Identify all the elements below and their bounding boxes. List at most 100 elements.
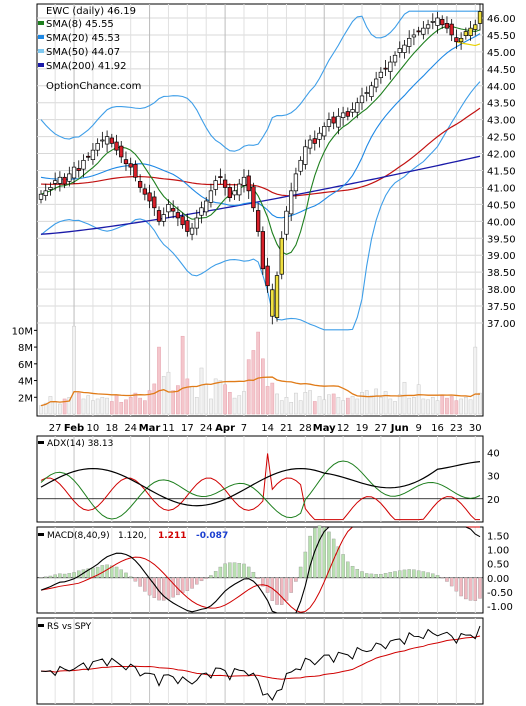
candle-body	[411, 34, 417, 38]
watermark: OptionChance.com	[46, 81, 141, 92]
macd-hist-bar	[284, 577, 289, 601]
x-tick-label: 10	[87, 423, 100, 434]
candle-body	[312, 138, 317, 144]
candle-body	[402, 44, 407, 53]
candle-body	[76, 168, 81, 171]
volume-bar	[251, 350, 256, 415]
macd-tick-label: 1.00	[487, 546, 509, 557]
x-tick-label: May	[313, 423, 336, 434]
volume-bar	[256, 331, 260, 415]
volume-bar	[275, 393, 279, 415]
price-tick-label: 43.50	[487, 99, 516, 110]
volume-bar	[445, 397, 449, 415]
volume-bar	[95, 398, 100, 415]
rs-panel: RS vs SPY	[36, 617, 484, 705]
macd-hist-bar	[43, 576, 48, 578]
volume-bar	[355, 398, 360, 415]
candle-body	[392, 54, 398, 63]
price-tick-label: 38.00	[487, 285, 516, 296]
volume-bar	[128, 397, 133, 415]
volume-axis: 10M 8M 6M 4M 2M	[12, 326, 37, 404]
macd-hist-bar	[468, 577, 473, 601]
macd-hist-bar	[228, 562, 232, 578]
macd-tick-label: 0.50	[487, 560, 509, 571]
candle-body	[374, 78, 379, 88]
candle-body	[397, 48, 402, 53]
macd-hist-bar	[407, 569, 411, 578]
candle-body	[114, 141, 119, 151]
candle-body	[307, 139, 313, 149]
macd-tick-label: 0.00	[487, 574, 509, 585]
volume-bar	[308, 390, 312, 415]
candle-body	[128, 163, 133, 168]
volume-bar	[157, 346, 161, 415]
candle-body	[468, 27, 473, 36]
volume-bar	[91, 400, 95, 415]
x-tick-label: 28	[299, 423, 312, 434]
macd-hist-bar	[95, 566, 100, 578]
candle-body	[326, 119, 332, 127]
legend-swatch-sma20	[38, 35, 44, 39]
candle-body	[218, 176, 223, 178]
macd-hist-bar	[426, 572, 430, 578]
macd-hist-bar	[209, 575, 213, 578]
x-tick-label: 17	[181, 423, 194, 434]
volume-bar	[232, 397, 237, 415]
legend-sma20: SMA(20) 45.53	[46, 33, 120, 44]
x-tick-label: 14	[261, 423, 274, 434]
volume-bar	[468, 399, 473, 415]
macd-hist-bar	[421, 571, 426, 578]
candle-body	[473, 24, 478, 30]
candle-body	[458, 37, 464, 43]
candle-body	[359, 95, 365, 104]
adx-grid	[37, 436, 483, 522]
adx-tick-label: 30	[487, 472, 500, 483]
volume-bar	[360, 392, 364, 415]
macd-hist-bar	[190, 577, 194, 589]
macd-hist-bar	[48, 575, 53, 578]
macd-hist-bar	[279, 577, 284, 605]
candle-body	[90, 149, 96, 161]
macd-hist-bar	[152, 577, 157, 598]
volume-bar	[383, 391, 388, 415]
volume-ma-line	[40, 376, 481, 407]
macd-hist-bar	[364, 573, 369, 578]
price-axis: 46.00 45.50 45.00 44.50 44.00 43.50 43.00 42.50…	[487, 14, 516, 330]
candle-body	[175, 212, 181, 219]
macd-hist-bar	[105, 564, 109, 578]
candle-body	[62, 176, 67, 185]
candle-body	[425, 24, 431, 29]
candle-body	[185, 220, 190, 232]
candle-body	[440, 19, 445, 26]
price-tick-label: 45.00	[487, 48, 516, 59]
volume-bar	[242, 391, 246, 415]
candle-body	[449, 23, 454, 36]
volume-bar	[393, 401, 397, 415]
macd-hist-bar	[388, 572, 393, 578]
price-tick-label: 41.00	[487, 183, 516, 194]
volume-bar	[402, 381, 407, 415]
volume-bar	[327, 394, 331, 415]
volume-bar	[289, 402, 294, 415]
volume-bar	[331, 393, 336, 415]
candles	[38, 3, 483, 325]
macd-hist-bar	[261, 577, 265, 587]
adx-tick-label: 20	[487, 495, 500, 506]
x-tick-label: 19	[356, 423, 369, 434]
macd-hist-bar	[402, 569, 407, 578]
price-tick-label: 43.00	[487, 116, 516, 127]
adx-title: ADX(14) 38.13	[47, 439, 113, 449]
volume-bar	[407, 397, 412, 415]
volume-bar	[161, 376, 166, 415]
candle-body	[161, 214, 166, 222]
candle-body	[444, 23, 450, 29]
volume-bar	[350, 396, 355, 415]
price-tick-label: 38.50	[487, 268, 516, 279]
volume-bar	[43, 402, 48, 415]
x-tick-label: 21	[280, 423, 293, 434]
candle-body	[81, 159, 86, 170]
volume-bar	[142, 400, 147, 415]
candle-body	[322, 126, 327, 137]
macd-hist-bar	[478, 577, 482, 599]
